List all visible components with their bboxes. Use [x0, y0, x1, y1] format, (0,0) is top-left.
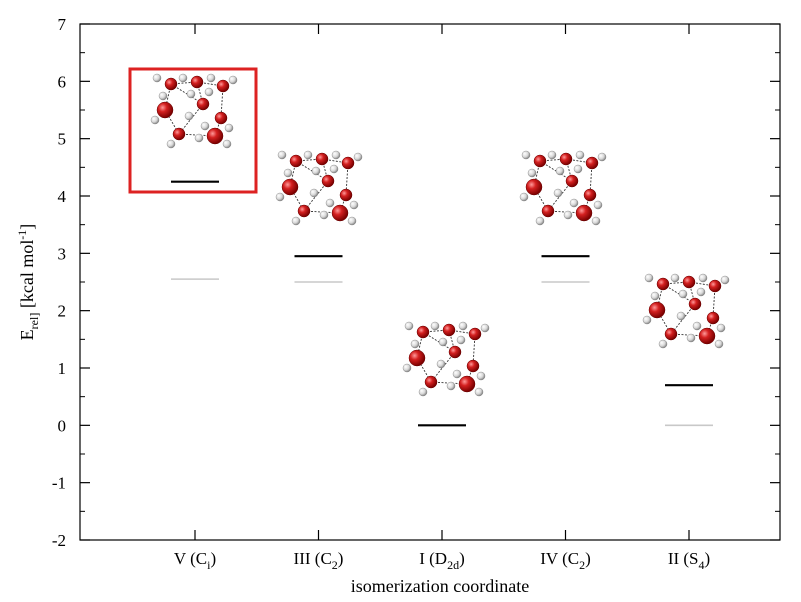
highlight-box	[128, 67, 258, 194]
y-tick-label: 5	[58, 130, 67, 149]
y-axis: -2 -1 0 1 2 3 4 5 6 7	[52, 15, 780, 550]
x-tick-label: I (D2d)	[419, 549, 465, 572]
y-axis-title-sub: rel]	[27, 313, 41, 330]
y-tick-label: -1	[52, 474, 66, 493]
y-tick-label: 0	[58, 416, 67, 435]
y-axis-title-rest: [kcal mol	[17, 240, 37, 313]
x-tick-label: V (Ci)	[174, 549, 216, 572]
y-tick-label: 4	[58, 187, 67, 206]
y-tick-label: 1	[58, 359, 67, 378]
x-tick-label: III (C2)	[294, 549, 344, 572]
y-axis-title-sup: -1	[15, 230, 29, 240]
y-axis-title: Erel] [kcal mol-1]	[15, 224, 41, 341]
y-tick-label: -2	[52, 531, 66, 550]
y-tick-label: 7	[58, 15, 67, 34]
x-tick-label: II (S4)	[668, 549, 710, 572]
x-axis-title: isomerization coordinate	[351, 576, 529, 596]
water-cluster-molecule	[642, 273, 730, 349]
energy-levels	[171, 180, 713, 427]
water-cluster-molecule	[150, 73, 238, 149]
x-tick-label: IV (C2)	[540, 549, 591, 572]
molecule-images	[150, 73, 730, 397]
y-axis-title-end: ]	[17, 224, 37, 230]
y-axis-title-main: E	[17, 329, 37, 340]
water-cluster-molecule	[275, 150, 363, 226]
y-tick-label: 6	[58, 72, 67, 91]
water-cluster-molecule	[519, 150, 607, 226]
x-axis: V (Ci) III (C2) I (D2d) IV (C2) II (S4)	[174, 24, 710, 572]
y-tick-label: 2	[58, 302, 67, 321]
highlight-rect	[128, 67, 258, 194]
y-tick-label: 3	[58, 244, 67, 263]
water-cluster-molecule	[402, 321, 490, 397]
